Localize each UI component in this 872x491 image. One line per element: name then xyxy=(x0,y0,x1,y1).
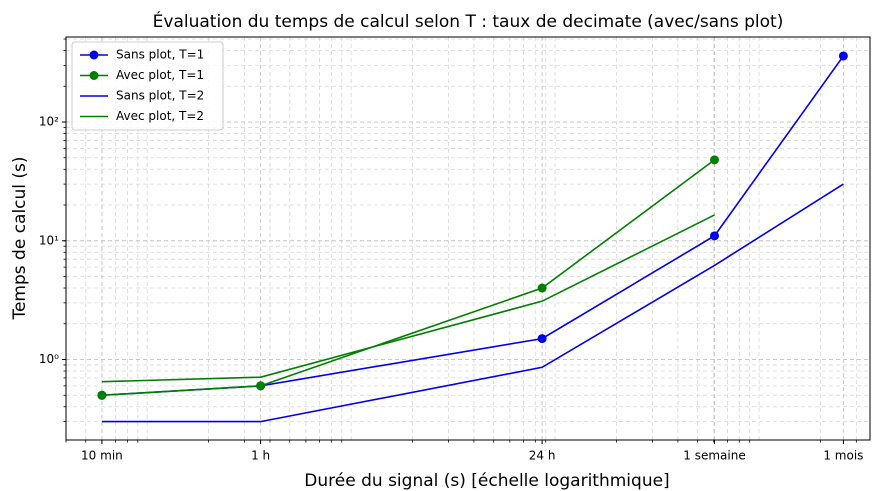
data-point xyxy=(537,334,547,344)
legend-label: Sans plot, T=1 xyxy=(116,48,204,62)
legend-box xyxy=(71,41,224,131)
y-tick-label: 10¹ xyxy=(39,233,59,247)
series-line xyxy=(101,159,715,397)
data-point xyxy=(537,283,547,293)
legend-label: Sans plot, T=2 xyxy=(116,89,204,103)
chart-title: Évaluation du temps de calcul selon T : … xyxy=(153,10,784,32)
x-tick-label: 1 h xyxy=(251,449,270,463)
x-tick-label: 24 h xyxy=(529,449,556,463)
x-tick-label: 1 semaine xyxy=(683,449,745,463)
series-line xyxy=(101,183,844,423)
legend-marker xyxy=(89,71,99,80)
y-tick-label: 10² xyxy=(39,115,59,129)
x-tick-label: 10 min xyxy=(81,449,123,463)
data-point xyxy=(838,51,848,61)
data-point xyxy=(256,381,266,391)
x-tick-label: 1 mois xyxy=(823,449,863,463)
series-line xyxy=(101,214,715,383)
x-axis-label: Durée du signal (s) [échelle logarithmiq… xyxy=(304,471,669,491)
data-point xyxy=(709,155,719,165)
y-tick-label: 10⁰ xyxy=(39,352,59,366)
legend-marker xyxy=(89,50,99,60)
plot-frame xyxy=(65,36,871,441)
y-axis-label: Temps de calcul (s) xyxy=(10,156,30,320)
legend-label: Avec plot, T=2 xyxy=(116,109,204,123)
legend-label: Avec plot, T=1 xyxy=(116,68,204,82)
data-point xyxy=(709,231,719,241)
data-point xyxy=(97,390,107,400)
